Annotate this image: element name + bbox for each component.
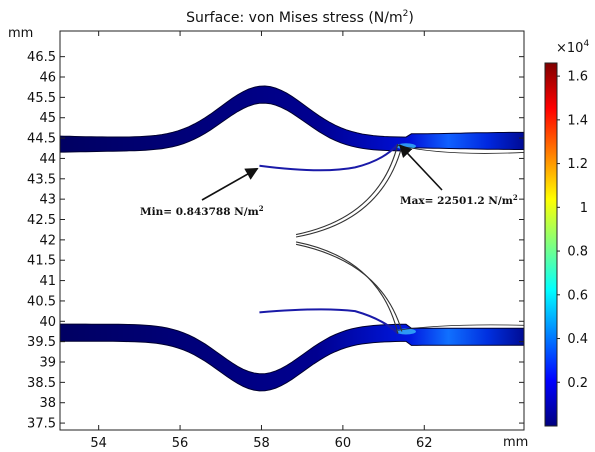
min-label-sup: 2	[259, 204, 264, 213]
y-tick-label: 40	[39, 315, 56, 330]
leaflet-bottom-undeformed	[295, 241, 399, 334]
y-tick-label: 39.5	[27, 335, 56, 350]
y-tick-label: 44	[39, 152, 56, 167]
colorbar-multiplier-exp: 4	[583, 39, 589, 49]
deformed-outline-bottom	[397, 324, 524, 331]
y-tick-label: 43	[39, 193, 56, 208]
chart-title: Surface: von Mises stress (N/m2)	[186, 9, 414, 26]
y-axis-unit: mm	[8, 26, 33, 41]
y-tick-label: 39	[39, 356, 56, 371]
axes-frame	[59, 30, 525, 431]
colorbar-gradient	[544, 62, 558, 427]
min-arrow	[201, 167, 259, 201]
y-tick-label: 44.5	[27, 132, 56, 147]
x-tick-label: 56	[172, 436, 189, 451]
y-tick-label: 46.5	[27, 50, 56, 65]
colorbar-tick-label: 1.4	[567, 113, 588, 128]
x-axis-unit: mm	[503, 435, 528, 450]
leaflet-top-undeformed	[295, 144, 399, 236]
axes: 54 56 58 60 62 37.5 38 38.5 39 39.5 40 40.5 41 41.5 42…	[27, 30, 525, 451]
y-tick-label: 38	[39, 396, 56, 411]
colorbar-tick-label: 1	[580, 201, 588, 216]
min-label: Min= 0.843788 N/m2	[140, 204, 264, 218]
max-label-text: Max= 22501.2 N/m	[400, 195, 513, 207]
leaflet-top-undeformed	[295, 146, 403, 238]
leaflet-bottom-deformed	[259, 308, 399, 335]
y-tick-label: 42.5	[27, 213, 56, 228]
colorbar-multiplier-base: ×10	[556, 41, 583, 56]
chart-title-end: )	[408, 10, 413, 26]
vessel-wall-bottom	[60, 323, 524, 392]
max-label-sup: 2	[513, 193, 518, 202]
colorbar-tick-label: 1.6	[567, 70, 588, 85]
max-arrow	[398, 144, 443, 191]
y-tick-label: 46	[39, 71, 56, 86]
leaflet-bottom-undeformed	[295, 243, 403, 332]
y-tick-label: 41	[39, 274, 56, 289]
y-tick-label: 45.5	[27, 91, 56, 106]
x-tick-label: 58	[253, 436, 270, 451]
x-tick-label: 54	[90, 436, 107, 451]
y-tick-label: 45	[39, 111, 56, 126]
min-label-text: Min= 0.843788 N/m	[140, 206, 259, 218]
x-tick-label: 62	[416, 436, 433, 451]
y-tick-label: 43.5	[27, 172, 56, 187]
y-tick-label: 42	[39, 233, 56, 248]
y-tick-label: 38.5	[27, 376, 56, 391]
chart-title-main: Surface: von Mises stress (N/m	[186, 10, 402, 26]
leaflet-top-deformed	[259, 143, 399, 172]
max-label: Max= 22501.2 N/m2	[400, 193, 518, 207]
colorbar: 0.2 0.4 0.6 0.8 1 1.2 1.4 1.6 ×104	[544, 39, 589, 427]
y-tick-label: 40.5	[27, 294, 56, 309]
colorbar-tick-label: 1.2	[567, 157, 588, 172]
colorbar-tick-label: 0.2	[567, 376, 588, 391]
chart-title-sup: 2	[403, 9, 409, 19]
y-tick-label: 37.5	[27, 417, 56, 432]
colorbar-tick-label: 0.6	[567, 288, 588, 303]
y-tick-label: 41.5	[27, 254, 56, 269]
colorbar-multiplier: ×104	[556, 39, 589, 56]
colorbar-tick-label: 0.8	[567, 245, 588, 260]
colorbar-tick-label: 0.4	[567, 332, 588, 347]
plot-area	[60, 85, 524, 392]
x-tick-label: 60	[335, 436, 352, 451]
vessel-wall-top	[60, 85, 524, 153]
